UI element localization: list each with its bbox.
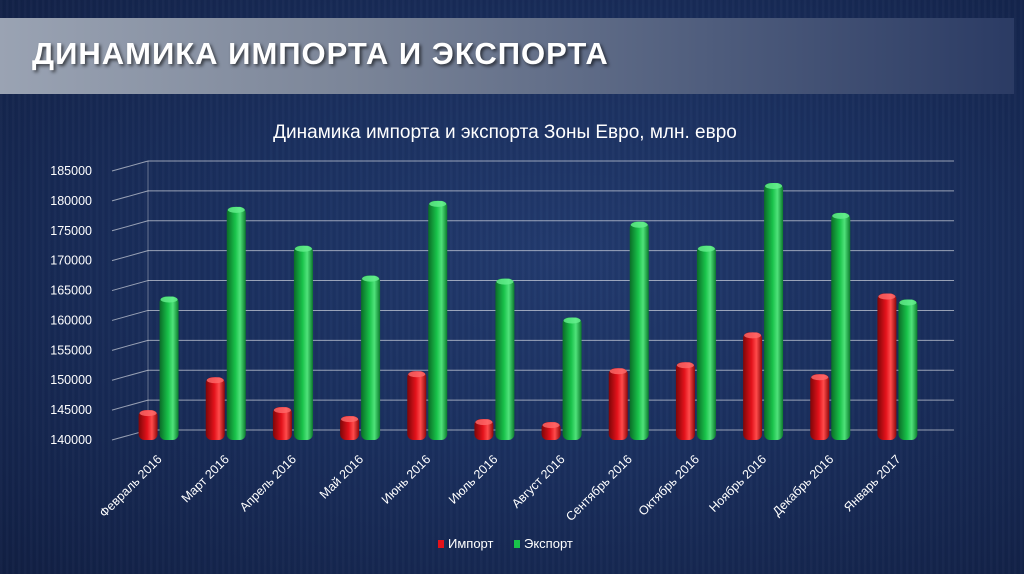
x-tick-label: Март 2016	[179, 452, 232, 505]
gridline-depth	[111, 220, 149, 232]
y-tick-label: 140000	[50, 433, 92, 447]
import-bar-cap	[341, 416, 359, 423]
x-tick-label: Февраль 2016	[97, 452, 165, 520]
import-bar-cap	[744, 332, 762, 339]
export-bar	[898, 299, 918, 440]
gridline-depth	[111, 399, 149, 411]
export-bar-cap	[630, 221, 648, 228]
import-bar-cap	[811, 374, 829, 381]
import-bar	[877, 293, 897, 440]
export-bar-cap	[429, 200, 447, 207]
export-bar-cap	[227, 206, 245, 213]
export-bar-cap	[160, 296, 178, 303]
x-axis-ticks: Февраль 2016 Март 2016 Апрель 2016 Май 2016…	[97, 452, 904, 524]
gridline-depth	[111, 190, 149, 202]
import-bar	[675, 362, 695, 440]
gridline-depth	[111, 250, 149, 262]
export-bar	[361, 275, 381, 440]
export-bar	[764, 182, 784, 440]
export-bar-cap	[899, 299, 917, 306]
export-bar	[629, 221, 649, 440]
y-tick-label: 170000	[50, 254, 92, 268]
x-tick-label: Сентябрь 2016	[563, 452, 635, 524]
x-tick-label: Октябрь 2016	[636, 452, 702, 518]
y-tick-label: 185000	[50, 164, 92, 178]
y-tick-label: 160000	[50, 313, 92, 327]
y-axis-ticks: 140000 145000 150000 155000 160000 165000 1700…	[50, 164, 92, 447]
export-bar-cap	[697, 245, 715, 252]
x-tick-label: Апрель 2016	[237, 452, 299, 514]
legend-label-export: Экспорт	[524, 536, 573, 551]
gridline-depth	[111, 280, 149, 292]
x-tick-label: Ноябрь 2016	[707, 452, 770, 515]
export-bar-cap	[563, 317, 581, 324]
export-bar	[159, 296, 179, 440]
legend: Импорт Экспорт	[438, 536, 573, 551]
gridline-depth	[111, 160, 149, 172]
import-bar	[407, 371, 427, 440]
export-bar-cap	[496, 278, 514, 285]
y-tick-label: 180000	[50, 194, 92, 208]
export-bar	[293, 245, 313, 440]
export-bar	[495, 278, 515, 440]
export-bar-cap	[765, 182, 783, 189]
import-bar	[340, 416, 360, 440]
export-bar-cap	[832, 212, 850, 219]
legend-swatch-export	[514, 540, 520, 548]
x-tick-label: Август 2016	[509, 452, 568, 511]
import-bar-cap	[139, 410, 157, 417]
x-tick-label: Декабрь 2016	[770, 452, 837, 519]
import-bar-cap	[206, 377, 224, 384]
x-tick-label: Май 2016	[317, 452, 366, 501]
gridline-depth	[111, 369, 149, 381]
gridline-depth	[111, 339, 149, 351]
import-bar	[138, 410, 158, 440]
export-bar-cap	[294, 245, 312, 252]
gridline-depth	[111, 309, 149, 321]
y-tick-label: 145000	[50, 403, 92, 417]
y-tick-label: 175000	[50, 224, 92, 238]
import-bar-cap	[408, 371, 426, 378]
export-bar	[428, 200, 448, 440]
import-bar-cap	[475, 419, 493, 426]
import-bar	[272, 407, 292, 440]
chart-title: Динамика импорта и экспорта Зоны Евро, м…	[273, 122, 737, 143]
bars	[138, 182, 918, 440]
export-bar	[226, 206, 246, 440]
legend-swatch-import	[438, 540, 444, 548]
export-bar-cap	[362, 275, 380, 282]
export-bar	[562, 317, 582, 440]
import-bar-cap	[542, 422, 560, 429]
y-tick-label: 155000	[50, 343, 92, 357]
import-bar-cap	[878, 293, 896, 300]
title-band	[0, 18, 1014, 94]
import-bar-cap	[676, 362, 694, 369]
import-bar-cap	[609, 368, 627, 375]
slide-title: ДИНАМИКА ИМПОРТА И ЭКСПОРТА	[32, 36, 609, 71]
import-bar-cap	[273, 407, 291, 414]
y-tick-label: 165000	[50, 284, 92, 298]
export-bar	[696, 245, 716, 440]
import-bar	[743, 332, 763, 440]
import-bar	[810, 374, 830, 440]
export-bar	[831, 212, 851, 440]
legend-label-import: Импорт	[448, 536, 493, 551]
x-tick-label: Июнь 2016	[379, 452, 434, 507]
import-bar	[205, 377, 225, 440]
x-tick-label: Июль 2016	[446, 452, 501, 507]
import-bar	[608, 368, 628, 440]
x-tick-label: Январь 2017	[841, 452, 903, 514]
y-tick-label: 150000	[50, 373, 92, 387]
